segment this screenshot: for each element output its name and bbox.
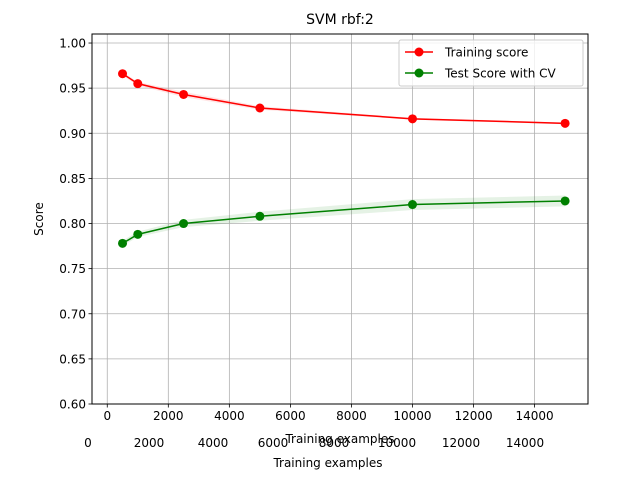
x-tick-label: 2000 — [153, 409, 184, 423]
x-axis-label: Training examples — [284, 432, 394, 446]
legend-label-training: Training score — [444, 46, 528, 60]
legend-marker-test — [414, 68, 424, 78]
ghost-x-tick-label: 2000 — [134, 436, 165, 450]
x-tick-label: 8000 — [336, 409, 367, 423]
series-band-1 — [122, 195, 566, 247]
data-point-1 — [118, 238, 128, 248]
y-tick-label: 0.70 — [59, 307, 86, 321]
y-tick-label: 0.75 — [59, 262, 86, 276]
ghost-x-tick-label: 4000 — [198, 436, 229, 450]
chart-title: SVM rbf:2 — [306, 12, 374, 28]
ghost-x-tick-label: 10000 — [378, 436, 416, 450]
series-layer — [118, 69, 570, 248]
tick-layer: 0 2000 4000 6000 8000 10000 12000 14000 0.60 0.65… — [59, 37, 553, 423]
ghost-x-tick-label: 12000 — [442, 436, 480, 450]
data-point-0 — [179, 89, 189, 99]
x-tick-label: 10000 — [393, 409, 431, 423]
data-point-1 — [255, 211, 265, 221]
x-tick-label: 14000 — [515, 409, 553, 423]
legend-marker-training — [414, 47, 424, 57]
y-axis-label: Score — [32, 202, 46, 236]
y-tick-label: 0.85 — [59, 172, 86, 186]
legend-label-test: Test Score with CV — [444, 67, 557, 81]
data-point-0 — [560, 118, 570, 128]
ghost-x-axis-label: Training examples — [272, 456, 382, 470]
plot-frame — [91, 33, 589, 405]
x-tick-label: 0 — [103, 409, 111, 423]
data-point-1 — [407, 200, 417, 210]
ghost-x-tick-label: 14000 — [506, 436, 544, 450]
ghost-axis-layer: 0 2000 4000 6000 8000 10000 12000 14000 Training… — [84, 436, 544, 470]
y-tick-label: 0.60 — [59, 398, 86, 412]
y-tick-label: 0.65 — [59, 352, 86, 366]
data-point-0 — [118, 69, 128, 79]
data-point-1 — [133, 229, 143, 239]
y-tick-label: 0.90 — [59, 127, 86, 141]
ghost-x-tick-label: 0 — [84, 436, 92, 450]
x-tick-label: 6000 — [275, 409, 306, 423]
ghost-x-tick-label: 8000 — [319, 436, 350, 450]
legend: Training score Test Score with CV — [398, 39, 584, 87]
x-tick-label: 12000 — [454, 409, 492, 423]
data-point-0 — [407, 114, 417, 124]
data-point-1 — [179, 219, 189, 229]
data-point-0 — [133, 79, 143, 89]
ghost-x-tick-label: 6000 — [258, 436, 289, 450]
y-tick-label: 0.80 — [59, 217, 86, 231]
data-point-1 — [560, 196, 570, 206]
data-point-0 — [255, 103, 265, 113]
x-tick-label: 4000 — [214, 409, 245, 423]
y-tick-label: 0.95 — [59, 82, 86, 96]
y-tick-label: 1.00 — [59, 37, 86, 51]
legend-box — [398, 39, 584, 87]
